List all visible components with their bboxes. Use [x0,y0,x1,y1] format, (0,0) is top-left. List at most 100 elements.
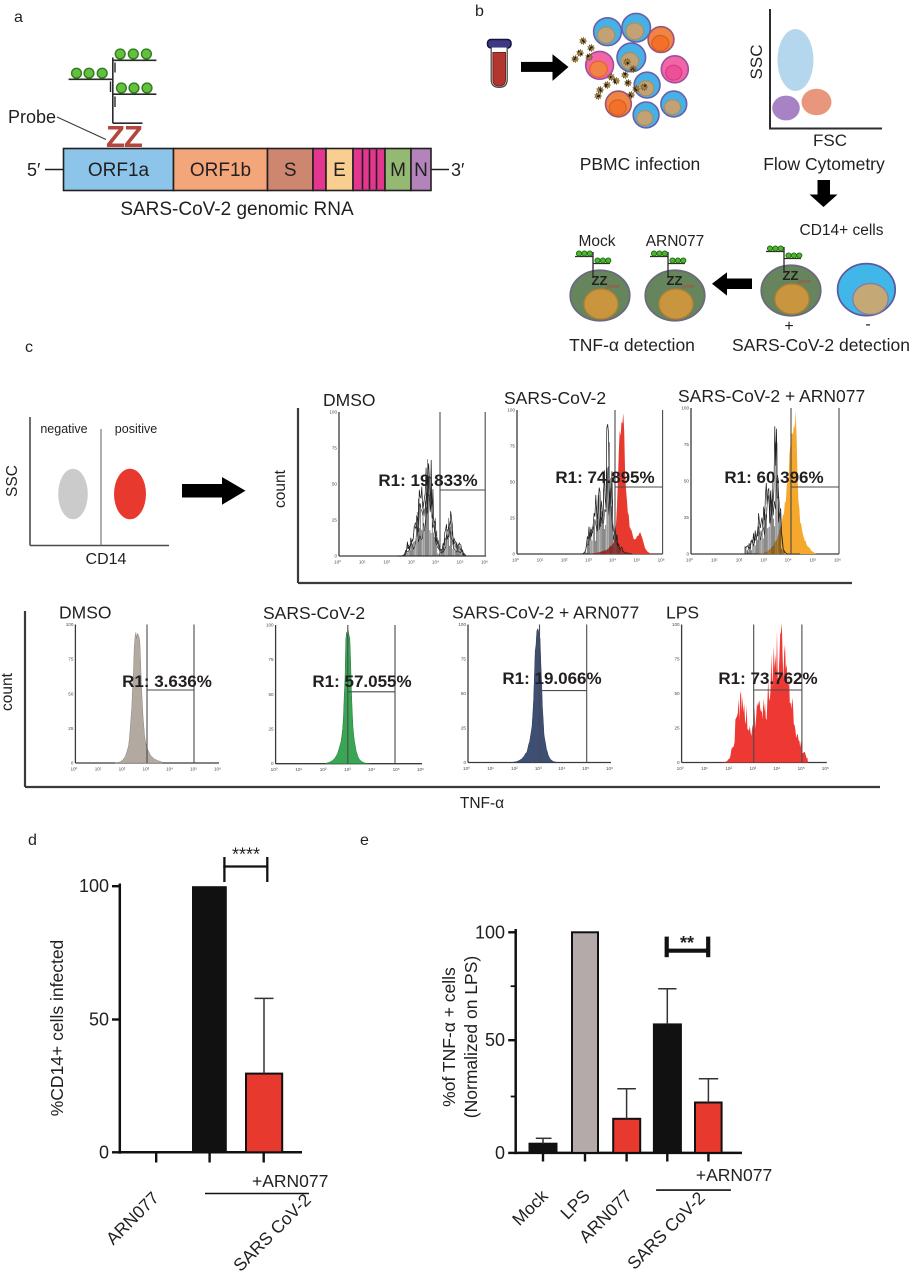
svg-text:positive: positive [115,422,157,436]
svg-text:10²: 10² [561,558,568,563]
svg-text:DMSO: DMSO [323,390,376,410]
svg-text:10⁵: 10⁵ [798,766,805,771]
svg-text:10¹: 10¹ [701,766,708,771]
svg-text:CD14: CD14 [86,551,127,568]
svg-text:ZZ: ZZ [667,273,683,288]
svg-text:10¹: 10¹ [711,558,718,563]
svg-text:50: 50 [485,1030,505,1050]
svg-text:TNF-α detection: TNF-α detection [569,335,695,355]
svg-text:100: 100 [66,622,74,627]
svg-text:50: 50 [510,480,516,485]
svg-text:0: 0 [512,552,515,557]
svg-text:d: d [28,832,37,849]
svg-text:25: 25 [674,726,680,731]
svg-text:75: 75 [510,444,516,449]
svg-text:S: S [284,160,297,181]
svg-text:SARS-CoV-2 detection: SARS-CoV-2 detection [732,335,909,355]
svg-text:SARS-CoV-2 genomic RNA: SARS-CoV-2 genomic RNA [120,199,354,220]
svg-text:10²: 10² [383,560,390,565]
svg-text:%CD14+ cells infected: %CD14+ cells infected [47,940,67,1117]
svg-text:Flow Cytometry: Flow Cytometry [763,154,885,174]
svg-text:10¹: 10¹ [487,766,494,771]
svg-text:10⁰: 10⁰ [686,558,693,563]
svg-text:10⁴: 10⁴ [785,558,792,563]
svg-text:10⁵: 10⁵ [456,560,463,565]
svg-text:SARS CoV-2: SARS CoV-2 [623,1188,709,1274]
svg-text:25: 25 [68,726,74,731]
svg-text:25: 25 [684,515,690,520]
svg-text:10³: 10³ [535,766,542,771]
svg-text:0: 0 [271,761,274,766]
svg-text:10⁵: 10⁵ [190,767,197,772]
svg-text:LPS: LPS [666,603,699,623]
svg-text:R1: 3.636%: R1: 3.636% [122,672,212,691]
svg-text:0: 0 [334,554,337,559]
svg-text:ORF1b: ORF1b [190,160,251,181]
svg-text:10⁵: 10⁵ [633,558,640,563]
svg-text:count: count [272,469,289,508]
svg-text:100: 100 [681,406,689,411]
svg-text:ARN077: ARN077 [102,1188,163,1249]
svg-text:ZZ: ZZ [783,268,799,283]
svg-text:10²: 10² [736,558,743,563]
svg-text:10⁵: 10⁵ [809,558,816,563]
svg-text:0: 0 [495,1143,505,1163]
svg-text:75: 75 [268,657,274,662]
svg-text:100: 100 [507,408,515,413]
svg-text:10³: 10³ [408,560,415,565]
svg-text:75: 75 [332,446,338,451]
svg-text:10²: 10² [119,767,126,772]
svg-text:10⁶: 10⁶ [606,766,613,771]
svg-text:SARS-CoV-2 + ARN077: SARS-CoV-2 + ARN077 [678,386,865,406]
svg-text:10¹: 10¹ [359,560,366,565]
svg-text:10³: 10³ [585,558,592,563]
svg-text:R1: 19.833%: R1: 19.833% [378,471,477,490]
svg-text:probe: probe [607,284,620,290]
svg-text:100: 100 [475,922,505,942]
svg-text:SARS-CoV-2: SARS-CoV-2 [263,603,365,623]
svg-text:ARN077: ARN077 [646,233,705,250]
svg-text:3′: 3′ [451,160,465,180]
svg-text:100: 100 [458,622,466,627]
svg-text:50: 50 [68,691,74,696]
svg-text:25: 25 [510,516,516,521]
svg-text:N: N [414,160,428,181]
svg-text:****: **** [232,845,260,865]
svg-text:10³: 10³ [750,766,757,771]
svg-text:%of TNF-α + cells: %of TNF-α + cells [439,967,459,1107]
svg-text:10¹: 10¹ [537,558,544,563]
svg-text:10¹: 10¹ [295,767,302,772]
svg-text:Mock: Mock [508,1186,552,1230]
svg-text:10⁰: 10⁰ [512,558,519,563]
svg-text:DMSO: DMSO [59,603,112,623]
svg-text:0: 0 [677,760,680,765]
svg-text:count: count [0,672,16,711]
svg-text:10⁰: 10⁰ [677,766,684,771]
svg-text:Probe: Probe [8,107,56,127]
svg-text:e: e [360,832,369,849]
svg-text:0: 0 [686,552,689,557]
svg-text:+ARN077: +ARN077 [252,1171,328,1191]
svg-text:75: 75 [68,657,74,662]
svg-text:0: 0 [99,1142,109,1162]
svg-text:E: E [333,160,346,181]
svg-text:50: 50 [674,691,680,696]
svg-text:10⁴: 10⁴ [368,767,375,772]
svg-text:SSC: SSC [4,465,21,497]
svg-text:10²: 10² [320,767,327,772]
svg-text:(Normalized on LPS): (Normalized on LPS) [461,956,481,1118]
svg-text:+: + [784,318,793,335]
svg-text:50: 50 [332,482,338,487]
svg-text:100: 100 [266,623,274,628]
svg-text:0: 0 [71,761,74,766]
svg-text:75: 75 [461,657,467,662]
svg-text:10⁴: 10⁴ [432,560,439,565]
svg-text:TNF-α: TNF-α [460,795,504,812]
svg-text:10³: 10³ [760,558,767,563]
svg-text:M: M [390,160,406,181]
svg-text:10³: 10³ [143,767,150,772]
svg-text:75: 75 [684,442,690,447]
svg-text:0: 0 [463,760,466,765]
svg-text:10⁶: 10⁶ [658,558,665,563]
svg-text:PBMC infection: PBMC infection [580,154,701,174]
